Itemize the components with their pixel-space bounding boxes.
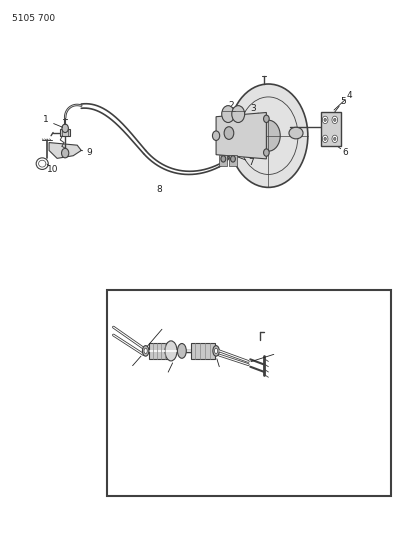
- Bar: [219, 155, 227, 166]
- Text: 12: 12: [159, 373, 171, 382]
- Circle shape: [264, 149, 269, 156]
- Text: 2: 2: [228, 101, 234, 110]
- Circle shape: [332, 135, 337, 142]
- Bar: [107, 290, 391, 496]
- Text: 9: 9: [86, 148, 92, 157]
- Circle shape: [324, 138, 326, 140]
- Ellipse shape: [213, 345, 219, 356]
- Circle shape: [232, 106, 245, 123]
- Ellipse shape: [215, 348, 218, 353]
- Circle shape: [334, 138, 336, 140]
- Bar: [149, 343, 171, 359]
- Text: 11: 11: [122, 366, 133, 375]
- Circle shape: [324, 118, 326, 122]
- Ellipse shape: [177, 343, 186, 358]
- Text: 5: 5: [340, 98, 346, 107]
- Ellipse shape: [213, 131, 220, 140]
- Text: 11: 11: [215, 368, 227, 377]
- Bar: [60, 130, 70, 136]
- Ellipse shape: [36, 158, 48, 169]
- Polygon shape: [49, 142, 81, 158]
- Ellipse shape: [144, 348, 147, 353]
- Ellipse shape: [142, 345, 149, 356]
- Text: 1: 1: [276, 348, 282, 357]
- Circle shape: [322, 116, 328, 124]
- Ellipse shape: [165, 341, 177, 361]
- Ellipse shape: [289, 127, 303, 139]
- Bar: [321, 112, 341, 146]
- Circle shape: [322, 135, 328, 142]
- Circle shape: [257, 120, 280, 151]
- Circle shape: [332, 116, 337, 124]
- Polygon shape: [216, 112, 266, 159]
- Circle shape: [222, 106, 235, 123]
- Circle shape: [224, 127, 234, 140]
- Bar: [191, 343, 215, 359]
- Text: 4: 4: [347, 91, 353, 100]
- Circle shape: [334, 118, 336, 122]
- Bar: [229, 155, 237, 166]
- Circle shape: [62, 148, 69, 158]
- Ellipse shape: [39, 160, 46, 167]
- Circle shape: [62, 124, 69, 133]
- Text: 1: 1: [162, 320, 168, 329]
- Text: 1: 1: [43, 115, 49, 124]
- Circle shape: [231, 156, 235, 162]
- Text: 3: 3: [250, 104, 256, 113]
- Text: 10: 10: [47, 165, 58, 174]
- Text: 5105 700: 5105 700: [12, 14, 55, 23]
- Circle shape: [229, 84, 308, 188]
- Text: 7: 7: [248, 158, 254, 167]
- Circle shape: [264, 115, 269, 123]
- Text: 8: 8: [157, 185, 163, 194]
- Circle shape: [221, 156, 226, 162]
- Text: 6: 6: [342, 148, 348, 157]
